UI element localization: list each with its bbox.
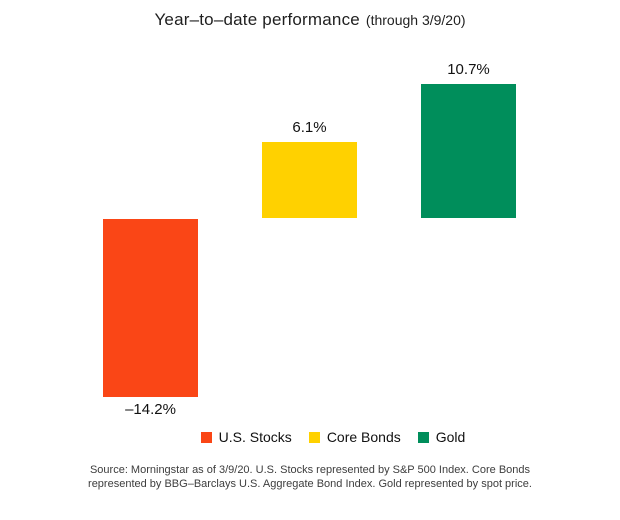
legend-label-gold: Gold [435, 429, 466, 445]
bar-group-core-bonds: 6.1% [262, 0, 357, 520]
chart-title: Year–to–date performance (through 3/9/20) [0, 10, 620, 30]
value-label-us-stocks: –14.2% [125, 400, 176, 418]
value-label-core-bonds: 6.1% [292, 118, 327, 136]
chart-title-subtext: (through 3/9/20) [365, 12, 466, 28]
legend-label-core-bonds: Core Bonds [326, 429, 401, 445]
bar-core-bonds [262, 141, 357, 219]
bar-gold [421, 84, 516, 219]
legend-swatch-core-bonds-icon [308, 431, 320, 443]
bar-us-stocks [103, 219, 198, 397]
bar-group-us-stocks: –14.2% [103, 0, 198, 520]
source-note: Source: Morningstar as of 3/9/20. U.S. S… [0, 463, 620, 491]
legend-swatch-us-stocks-icon [200, 431, 212, 443]
legend: U.S. Stocks Core Bonds Gold [23, 429, 620, 445]
legend-item-core-bonds: Core Bonds [308, 429, 401, 445]
legend-label-us-stocks: U.S. Stocks [218, 429, 292, 445]
legend-swatch-gold-icon [417, 431, 429, 443]
chart-title-text: Year–to–date performance [154, 10, 360, 29]
legend-item-gold: Gold [417, 429, 466, 445]
value-label-gold: 10.7% [447, 61, 490, 79]
source-line-1: Source: Morningstar as of 3/9/20. U.S. S… [89, 464, 531, 476]
source-line-2: represented by BBG–Barclays U.S. Aggrega… [88, 478, 532, 490]
bar-group-gold: 10.7% [421, 0, 516, 520]
legend-item-us-stocks: U.S. Stocks [200, 429, 292, 445]
